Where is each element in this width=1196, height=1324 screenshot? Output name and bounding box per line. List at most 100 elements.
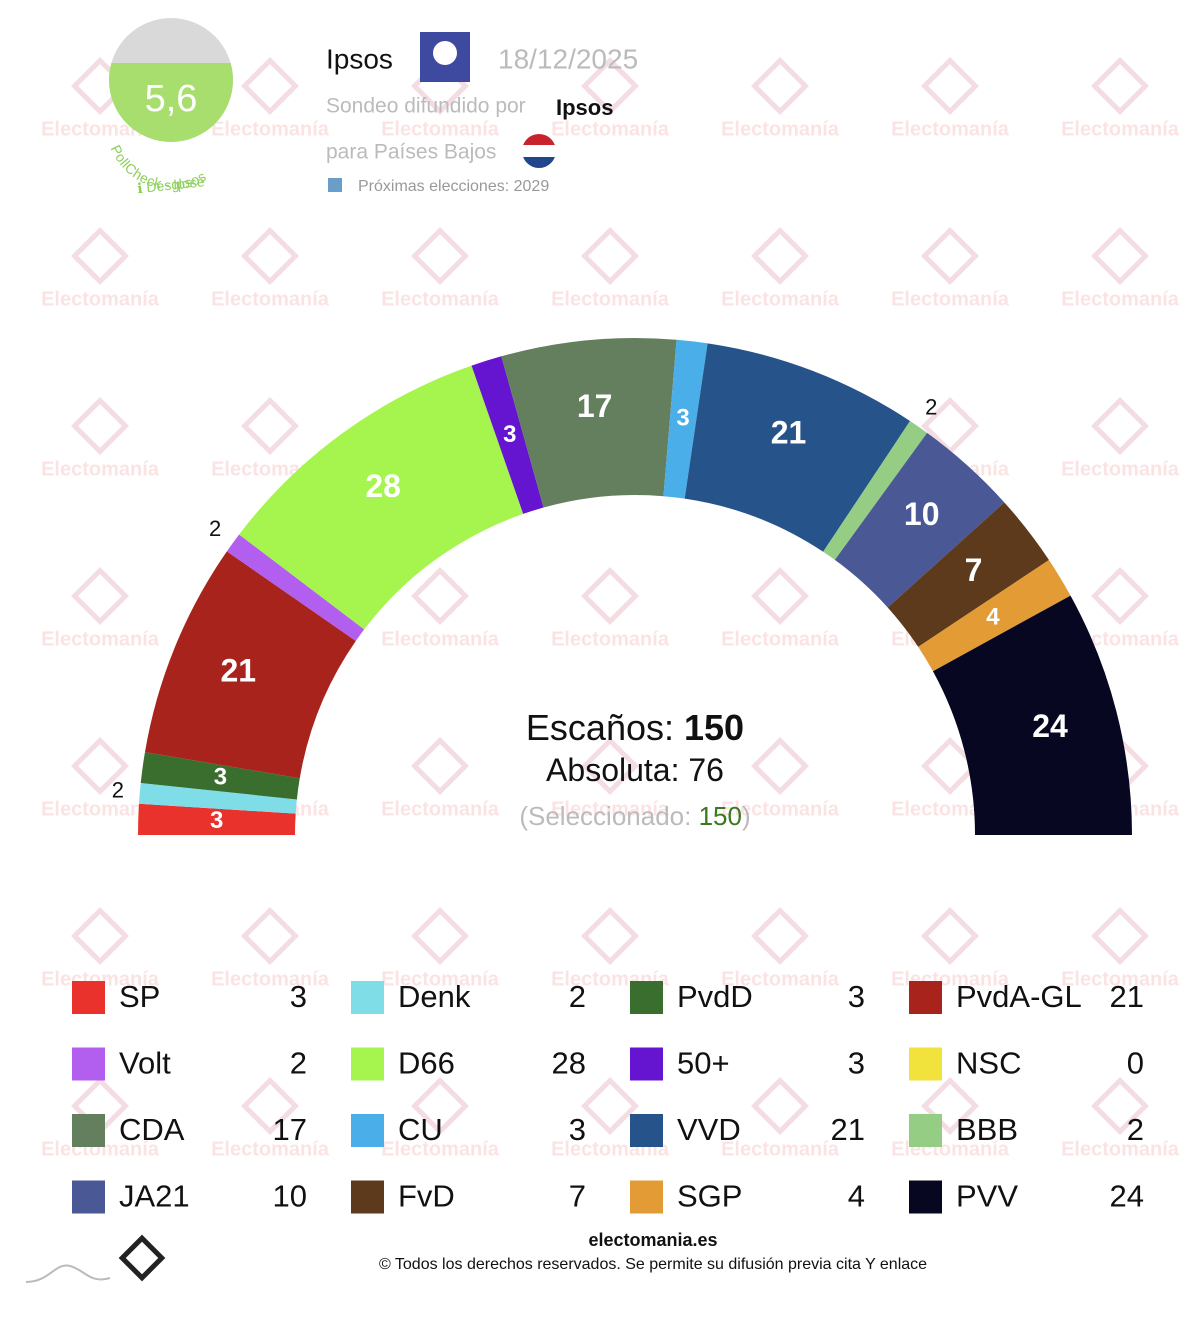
watermark-logo [581, 227, 639, 285]
legend-swatch [630, 981, 663, 1014]
watermark: Electomanía [381, 798, 500, 820]
legend-name: Volt [119, 1046, 171, 1081]
seat-arc [823, 421, 928, 560]
seat-arc [471, 356, 544, 514]
watermark: Electomanía [41, 288, 160, 310]
legend-value: 10 [273, 1179, 307, 1214]
watermark: Electomanía [721, 288, 840, 310]
selected: (Seleccionado: 150) [519, 801, 750, 831]
breakdown-link[interactable]: ℹ Desglose [136, 173, 205, 196]
watermark-logo [751, 57, 809, 115]
watermark: Electomanía [211, 118, 330, 140]
watermark-logo [411, 567, 469, 625]
watermark-logo [751, 567, 809, 625]
seat-label: 3 [676, 405, 689, 432]
legend-name: SP [119, 979, 160, 1014]
seat-arc [140, 752, 300, 800]
seat-arc [138, 803, 296, 835]
seat-label: 2 [925, 395, 937, 420]
legend-value: 3 [290, 979, 307, 1014]
legend-name: PVV [956, 1179, 1018, 1214]
legend-swatch [909, 981, 942, 1014]
legend-name: CDA [119, 1112, 185, 1147]
watermark: Electomanía [381, 628, 500, 650]
legend-swatch [630, 1114, 663, 1147]
legend-name: FvD [398, 1179, 455, 1214]
legend-name: SGP [677, 1179, 742, 1214]
watermark: Electomanía [551, 288, 670, 310]
watermark-logo [751, 907, 809, 965]
watermark-logo [71, 907, 129, 965]
watermark-logo [581, 567, 639, 625]
watermark-logo [411, 1077, 469, 1135]
legend-name: CU [398, 1112, 443, 1147]
legend-value: 17 [273, 1112, 307, 1147]
watermark: Electomanía [721, 968, 840, 990]
legend-name: Denk [398, 979, 471, 1014]
seat-arc [918, 559, 1071, 672]
flag [522, 134, 556, 168]
watermark-logo [751, 1077, 809, 1135]
footer-site: electomania.es [588, 1230, 717, 1250]
seat-arc [138, 783, 297, 814]
legend-value: 2 [290, 1046, 307, 1081]
watermark-logo [921, 737, 979, 795]
seat-label: 3 [210, 807, 223, 834]
watermark-logo [751, 227, 809, 285]
seat-arc [226, 534, 365, 641]
watermark-logo [1091, 907, 1149, 965]
watermark-logo [921, 57, 979, 115]
legend-swatch [630, 1180, 663, 1214]
legend-swatch [351, 1047, 384, 1081]
watermark-logo [411, 737, 469, 795]
seat-arc [684, 343, 911, 552]
watermark-logo [71, 227, 129, 285]
legend-swatch [351, 981, 384, 1014]
watermark: Electomanía [381, 118, 500, 140]
date: 18/12/2025 [498, 43, 638, 74]
legend-value: 28 [552, 1046, 586, 1081]
pollster-logo [433, 41, 457, 65]
watermark-logo [1091, 227, 1149, 285]
legend-value: 3 [848, 979, 865, 1014]
legend-value: 3 [569, 1112, 586, 1147]
watermark: Electomanía [381, 968, 500, 990]
spread-by-name: Ipsos [556, 95, 613, 120]
watermark: Electomanía [721, 628, 840, 650]
next-election: Próximas elecciones: 2029 [358, 178, 549, 195]
legend-value: 21 [831, 1112, 865, 1147]
legend-name: D66 [398, 1046, 455, 1081]
footer-rights: © Todos los derechos reservados. Se perm… [379, 1256, 927, 1273]
watermark-logo [581, 57, 639, 115]
legend-swatch [72, 1180, 105, 1214]
watermark: Electomanía [211, 288, 330, 310]
legend-name: NSC [956, 1046, 1021, 1081]
brand-line [25, 1264, 111, 1283]
legend-value: 3 [848, 1046, 865, 1081]
watermark-logo [581, 1077, 639, 1135]
legend-value: 21 [1110, 979, 1144, 1014]
watermark-logo [241, 227, 299, 285]
legend-name: JA21 [119, 1179, 190, 1214]
watermark-logo [581, 737, 639, 795]
legend: SP 3 Denk 2 PvdD 3 PvdA-GL 21 Volt 2 D66 28 50+ 3 NSC 0… [72, 979, 1144, 1214]
majority: Absoluta: 76 [546, 752, 724, 788]
seat-label: 3 [214, 764, 227, 791]
watermark-logo [241, 1077, 299, 1135]
seat-label: 24 [1032, 708, 1068, 744]
watermark: Electomanía [381, 1138, 500, 1160]
watermark-logo [1091, 397, 1149, 455]
legend-swatch [909, 1114, 942, 1147]
watermark-logo [921, 227, 979, 285]
seat-label: 2 [209, 516, 221, 541]
seat-arc [834, 432, 1005, 608]
watermark-logo [411, 907, 469, 965]
pollster: Ipsos [326, 43, 393, 74]
watermark: Electomanía [41, 1138, 160, 1160]
legend-value: 2 [1127, 1112, 1144, 1147]
legend-swatch [909, 1180, 942, 1214]
watermark: Electomanía [381, 288, 500, 310]
watermark: Electomanía [1061, 458, 1180, 480]
watermark-logo [411, 227, 469, 285]
